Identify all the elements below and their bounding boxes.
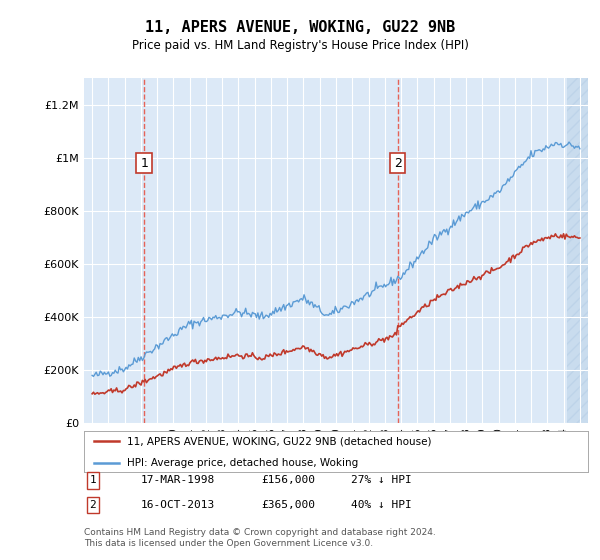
Text: 1: 1: [140, 157, 148, 170]
Text: 11, APERS AVENUE, WOKING, GU22 9NB: 11, APERS AVENUE, WOKING, GU22 9NB: [145, 20, 455, 35]
Text: 16-OCT-2013: 16-OCT-2013: [141, 500, 215, 510]
Bar: [567, 78, 588, 423]
Text: 27% ↓ HPI: 27% ↓ HPI: [351, 475, 412, 486]
Text: HPI: Average price, detached house, Woking: HPI: Average price, detached house, Woki…: [127, 458, 358, 468]
Text: 2: 2: [89, 500, 97, 510]
Text: 40% ↓ HPI: 40% ↓ HPI: [351, 500, 412, 510]
Text: Contains HM Land Registry data © Crown copyright and database right 2024.
This d: Contains HM Land Registry data © Crown c…: [84, 528, 436, 548]
Text: £156,000: £156,000: [261, 475, 315, 486]
Text: 17-MAR-1998: 17-MAR-1998: [141, 475, 215, 486]
Text: Price paid vs. HM Land Registry's House Price Index (HPI): Price paid vs. HM Land Registry's House …: [131, 39, 469, 52]
Text: £365,000: £365,000: [261, 500, 315, 510]
Text: 1: 1: [89, 475, 97, 486]
Text: 2: 2: [394, 157, 402, 170]
Text: 11, APERS AVENUE, WOKING, GU22 9NB (detached house): 11, APERS AVENUE, WOKING, GU22 9NB (deta…: [127, 436, 431, 446]
